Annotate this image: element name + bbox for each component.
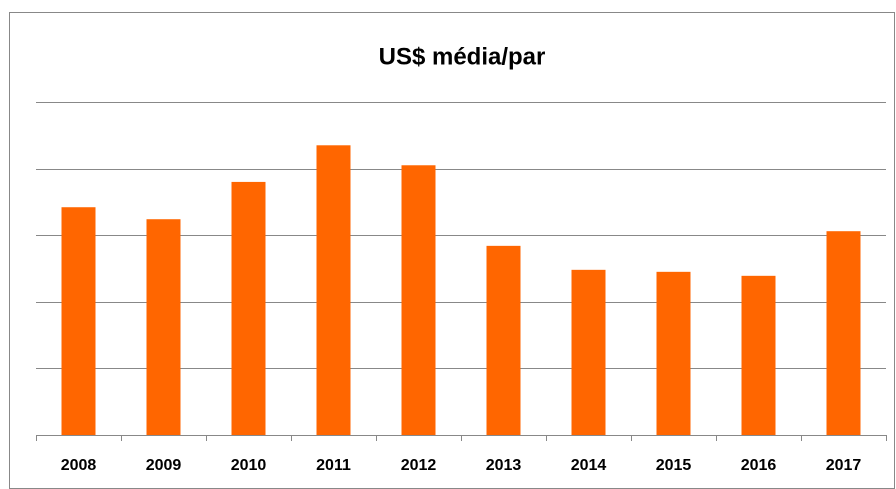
chart-title: US$ média/par <box>379 43 546 70</box>
x-tick-label: 2012 <box>401 457 437 474</box>
x-tick-label: 2017 <box>826 457 862 474</box>
bar <box>486 245 521 435</box>
bar <box>741 275 776 435</box>
x-tick-label: 2011 <box>316 457 351 474</box>
bar <box>61 207 96 435</box>
x-tick-label: 2015 <box>656 457 692 474</box>
x-tick-label: 2010 <box>231 457 267 474</box>
bar <box>231 181 266 435</box>
bar <box>656 271 691 435</box>
bar <box>401 165 436 435</box>
x-tick-label: 2013 <box>486 457 522 474</box>
bar <box>826 231 861 435</box>
x-tick-label: 2014 <box>571 457 607 474</box>
x-tick-label: 2008 <box>61 457 97 474</box>
bar <box>316 145 351 436</box>
x-tick-label: 2009 <box>146 457 182 474</box>
bar <box>146 219 181 435</box>
bar <box>571 269 606 435</box>
x-tick-label: 2016 <box>741 457 777 474</box>
